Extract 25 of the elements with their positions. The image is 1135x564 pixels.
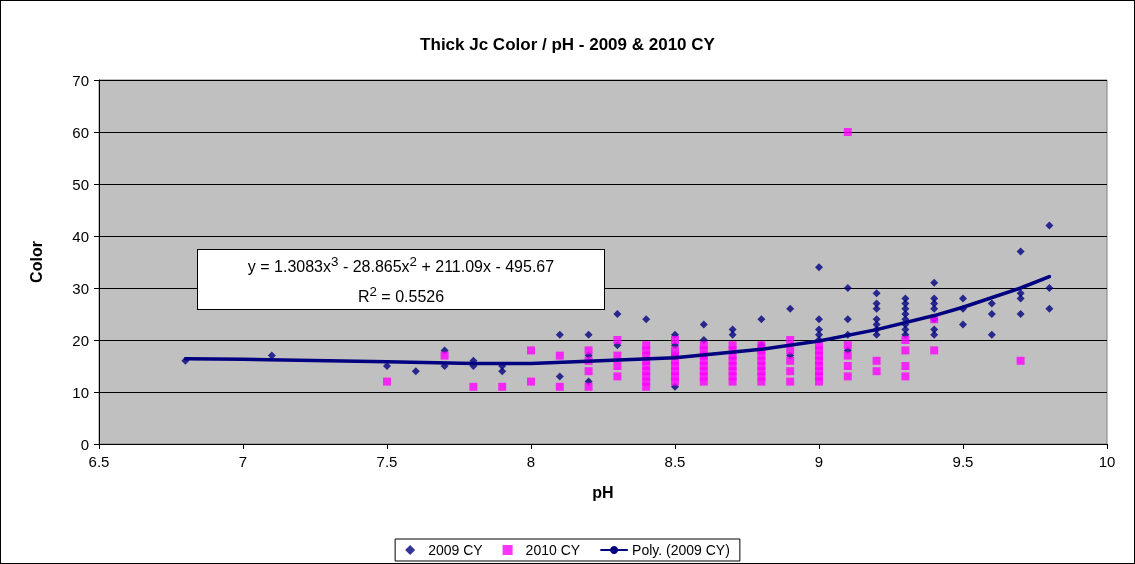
chart-title: Thick Jc Color / pH - 2009 & 2010 CY [420,35,716,54]
x-tick-label: 7 [238,453,248,470]
y-tick-label: 30 [72,279,89,297]
y-tick-label: 0 [80,435,89,453]
annotation: y = 1.3083x$^{3}$ - 28.865x$^{2}$ + 211.09x - 495.67 [246,253,556,278]
y-tick-label: 10 [72,383,89,401]
y-tick-label: 40 [72,227,89,245]
x-tick-label: 9 [814,453,824,470]
y-tick-label: 20 [72,331,89,349]
x-tick-label: 9.5 [952,453,974,470]
x-tick-label: 10 [1098,453,1116,470]
x-tick-label: 8.5 [664,453,686,470]
y-axis-title: Color [27,241,45,283]
y-tick-label: 60 [72,123,89,141]
y-tick-label: 70 [72,71,89,89]
x-tick-label: 8 [526,453,536,470]
x-axis-title: pH [592,483,614,501]
equation-box: y = 1.3083x$^{3}$ - 28.865x$^{2}$ + 211.09x - 495.67 R$^{2}$ = 0.5526 [197,249,605,310]
x-tick-label: 6.5 [88,453,110,470]
x-tick-label: 7.5 [376,453,398,470]
legend-label: 2010 CY [525,542,581,558]
legend-label: 2009 CY [428,542,484,558]
annotation: R$^{2}$ = 0.5526 [356,282,446,307]
y-tick-label: 50 [72,175,89,193]
legend-label: Poly. (2009 CY) [632,542,730,558]
